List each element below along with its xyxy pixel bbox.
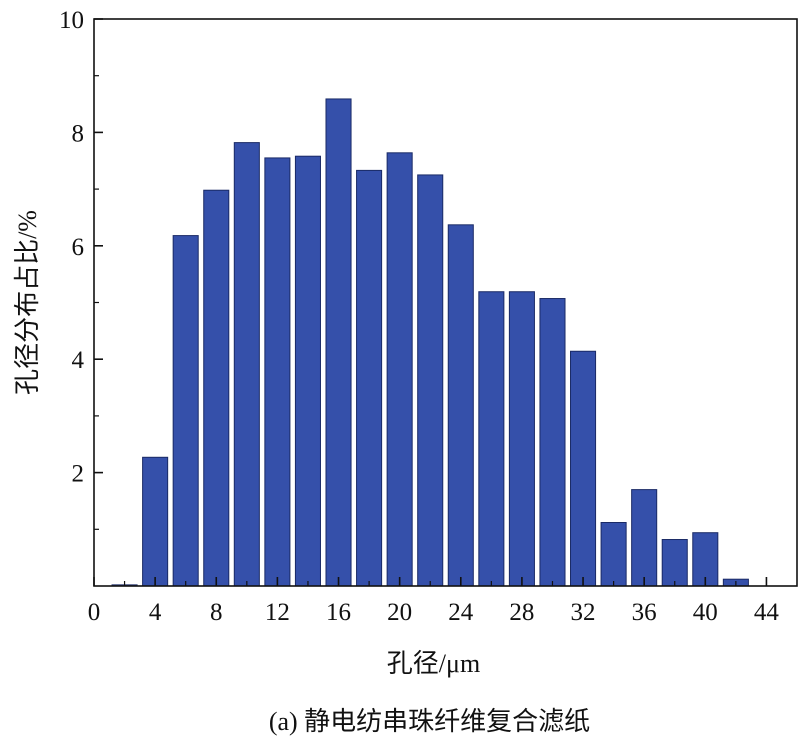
x-tick-label: 44	[754, 599, 780, 626]
bar-10	[233, 142, 260, 587]
bar-34	[600, 522, 627, 587]
x-axis-title: 孔径/μm	[387, 649, 480, 678]
x-tick-label: 40	[693, 599, 718, 626]
x-tick-label: 32	[571, 599, 596, 626]
y-tick-label: 6	[72, 234, 85, 261]
bar-20	[386, 152, 413, 587]
y-tick-label: 2	[72, 461, 85, 488]
x-tick-label: 20	[387, 599, 412, 626]
y-axis-title: 孔径分布占比/%	[13, 210, 42, 395]
bar-18	[356, 169, 383, 587]
x-tick-label: 16	[326, 599, 351, 626]
y-axis: 2 4 6 8 10	[59, 7, 103, 530]
plot-frame	[93, 18, 798, 587]
bar-14	[294, 155, 321, 587]
bar-4	[142, 456, 169, 587]
y-tick-label: 8	[72, 120, 85, 147]
x-tick-label: 8	[210, 599, 223, 626]
x-tick-label: 0	[88, 599, 101, 626]
bar-40	[692, 532, 719, 587]
bar-38	[661, 539, 688, 587]
figure-caption: (a) 静电纺串珠纤维复合滤纸	[269, 707, 590, 736]
x-tick-label: 36	[632, 599, 657, 626]
x-tick-label: 24	[448, 599, 474, 626]
bar-24	[447, 224, 474, 587]
x-tick-label: 4	[149, 599, 162, 626]
bars-group	[111, 98, 749, 587]
x-tick-label: 28	[509, 599, 534, 626]
bar-36	[631, 489, 658, 587]
bar-26	[478, 291, 505, 587]
bar-22	[417, 174, 444, 587]
bar-28	[508, 291, 535, 587]
bar-16	[325, 98, 352, 587]
bar-30	[539, 298, 566, 587]
x-axis: 0 4 8 12 16 20 24 28 32 36 40 44	[88, 577, 780, 626]
bar-6	[172, 235, 199, 587]
bar-32	[570, 350, 597, 587]
y-tick-label: 10	[59, 7, 84, 34]
bar-12	[264, 157, 291, 587]
y-tick-label: 4	[72, 347, 85, 374]
bar-8	[203, 189, 230, 587]
x-tick-label: 12	[265, 599, 290, 626]
